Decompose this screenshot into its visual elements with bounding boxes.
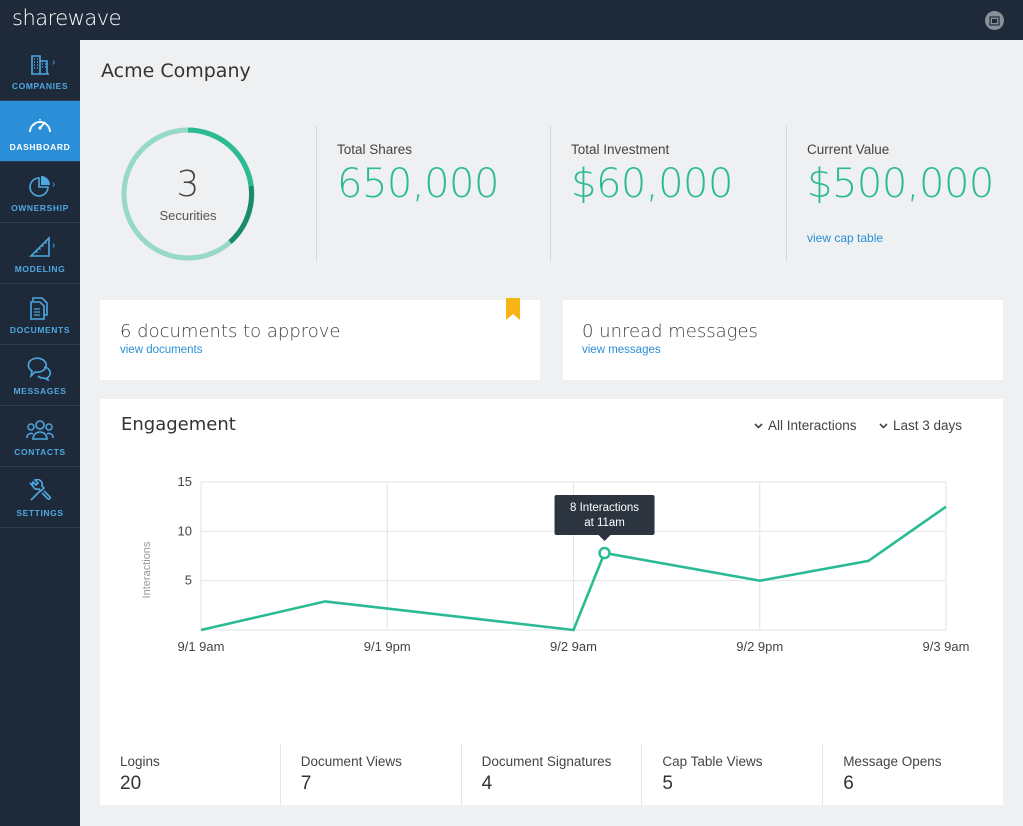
chevron-down-icon — [754, 422, 763, 429]
sidebar-item-label: MODELING — [14, 264, 66, 274]
view-cap-table-link[interactable]: view cap table — [807, 231, 884, 245]
metric-logins: Logins 20 — [100, 744, 280, 805]
x-tick-label: 9/2 9pm — [736, 639, 783, 654]
page-title: Acme Company — [101, 60, 251, 82]
tooltip-arrow — [598, 535, 611, 542]
date-range-label: Last 3 days — [893, 418, 963, 433]
sidebar-item-modeling[interactable]: › MODELING — [0, 223, 80, 284]
sidebar: › COMPANIES DASHBOARD › OWNERSHIP › MODE… — [0, 40, 80, 826]
stat-label: Total Shares — [337, 142, 413, 157]
documents-icon — [29, 296, 51, 320]
chevron-down-icon — [879, 422, 888, 429]
stat-current-value: Current Value $500,000 view cap table — [786, 126, 1003, 261]
metric-label: Logins — [120, 754, 160, 769]
metric-label: Cap Table Views — [662, 754, 763, 769]
securities-count: 3 — [176, 164, 200, 205]
sidebar-item-settings[interactable]: SETTINGS — [0, 467, 80, 528]
interactions-filter-dropdown[interactable]: All Interactions — [754, 418, 857, 433]
app-logo[interactable]: sharewave — [12, 6, 122, 30]
sidebar-item-ownership[interactable]: › OWNERSHIP — [0, 162, 80, 223]
securities-ring: 3 Securities — [118, 124, 258, 264]
sidebar-item-label: CONTACTS — [14, 447, 66, 457]
securities-donut — [121, 127, 255, 261]
view-messages-link[interactable]: view messages — [582, 344, 661, 356]
sidebar-item-label: SETTINGS — [16, 508, 64, 518]
documents-card: 6 documents to approve view documents — [100, 298, 540, 380]
sidebar-item-label: OWNERSHIP — [11, 203, 69, 213]
metric-document-views: Document Views 7 — [279, 744, 461, 805]
view-documents-link[interactable]: view documents — [120, 344, 203, 356]
stat-value: 650,000 — [337, 161, 499, 207]
documents-card-title: 6 documents to approve — [120, 321, 341, 342]
metric-document-signatures: Document Signatures 4 — [460, 744, 642, 805]
x-axis-ticks: 9/1 9am 9/1 9pm 9/2 9am 9/2 9pm 9/3 9am — [178, 639, 970, 654]
messages-card-title: 0 unread messages — [582, 321, 758, 342]
sidebar-item-contacts[interactable]: CONTACTS — [0, 406, 80, 467]
metric-value: 6 — [843, 773, 854, 794]
sidebar-item-messages[interactable]: MESSAGES — [0, 345, 80, 406]
tooltip-line1: 8 Interactions — [570, 502, 639, 514]
y-axis-label: Interactions — [141, 541, 153, 598]
wrench-icon — [28, 479, 52, 503]
metric-value: 20 — [120, 773, 142, 794]
engagement-title: Engagement — [121, 414, 236, 435]
y-axis-ticks: 15 10 5 — [178, 474, 192, 588]
chat-bubbles-icon — [27, 357, 53, 381]
sidebar-item-dashboard[interactable]: DASHBOARD — [0, 101, 80, 162]
metric-value: 4 — [481, 773, 493, 794]
top-bar: sharewave — [0, 0, 1023, 40]
engagement-panel: Engagement All Interactions Last 3 days … — [100, 399, 1003, 805]
ruler-triangle-icon — [29, 235, 51, 259]
stat-label: Current Value — [807, 142, 890, 157]
stat-total-shares: Total Shares 650,000 — [316, 126, 550, 261]
engagement-metrics: Logins 20 Document Views 7 Document Sign… — [100, 744, 1003, 805]
pie-chart-icon — [29, 174, 51, 198]
sidebar-item-companies[interactable]: › COMPANIES — [0, 40, 80, 101]
main-content: Acme Company 3 Securities Total Shares 6… — [80, 40, 1023, 826]
sidebar-item-label: DOCUMENTS — [9, 325, 71, 335]
user-avatar-button[interactable] — [985, 11, 1004, 30]
tooltip-box — [554, 495, 655, 536]
metric-value: 5 — [662, 773, 673, 794]
chart-tooltip: 8 Interactions at 11am — [554, 495, 655, 542]
sidebar-item-documents[interactable]: DOCUMENTS — [0, 284, 80, 345]
chevron-right-icon: › — [52, 179, 56, 190]
x-tick-label: 9/3 9am — [923, 639, 970, 654]
x-tick-label: 9/1 9pm — [364, 639, 411, 654]
stat-value: $500,000 — [807, 161, 994, 207]
x-tick-label: 9/2 9am — [550, 639, 597, 654]
interactions-filter-label: All Interactions — [768, 418, 857, 433]
x-tick-label: 9/1 9am — [178, 639, 225, 654]
y-tick-label: 15 — [178, 474, 192, 489]
stat-total-investment: Total Investment $60,000 — [550, 126, 786, 261]
people-icon — [26, 418, 54, 442]
chevron-right-icon: › — [52, 240, 56, 251]
stat-value: $60,000 — [571, 161, 733, 207]
metric-value: 7 — [300, 773, 312, 794]
stat-label: Total Investment — [571, 142, 670, 157]
date-range-dropdown[interactable]: Last 3 days — [879, 418, 962, 433]
chevron-right-icon: › — [52, 57, 56, 68]
user-icon — [989, 16, 1000, 26]
metric-cap-table-views: Cap Table Views 5 — [641, 744, 822, 805]
metric-label: Document Signatures — [481, 754, 612, 769]
y-tick-label: 5 — [185, 573, 192, 588]
sidebar-item-label: MESSAGES — [13, 386, 67, 396]
engagement-line-chart: 15 10 5 9/1 9am 9/1 9pm 9/2 9am 9/2 9pm 9/3 9a… — [141, 474, 970, 654]
sidebar-item-label: COMPANIES — [11, 81, 69, 91]
sidebar-item-label: DASHBOARD — [9, 142, 71, 152]
highlight-point[interactable] — [598, 546, 611, 560]
tooltip-line2: at 11am — [584, 517, 625, 529]
metric-label: Message Opens — [843, 754, 942, 769]
bookmark-icon — [506, 298, 520, 320]
building-icon — [30, 52, 50, 76]
speedometer-icon — [27, 113, 53, 137]
messages-card: 0 unread messages view messages — [563, 300, 1003, 380]
metric-label: Document Views — [300, 754, 402, 769]
y-tick-label: 10 — [178, 523, 192, 538]
securities-label: Securities — [159, 208, 217, 223]
metric-message-opens: Message Opens 6 — [822, 744, 1003, 805]
